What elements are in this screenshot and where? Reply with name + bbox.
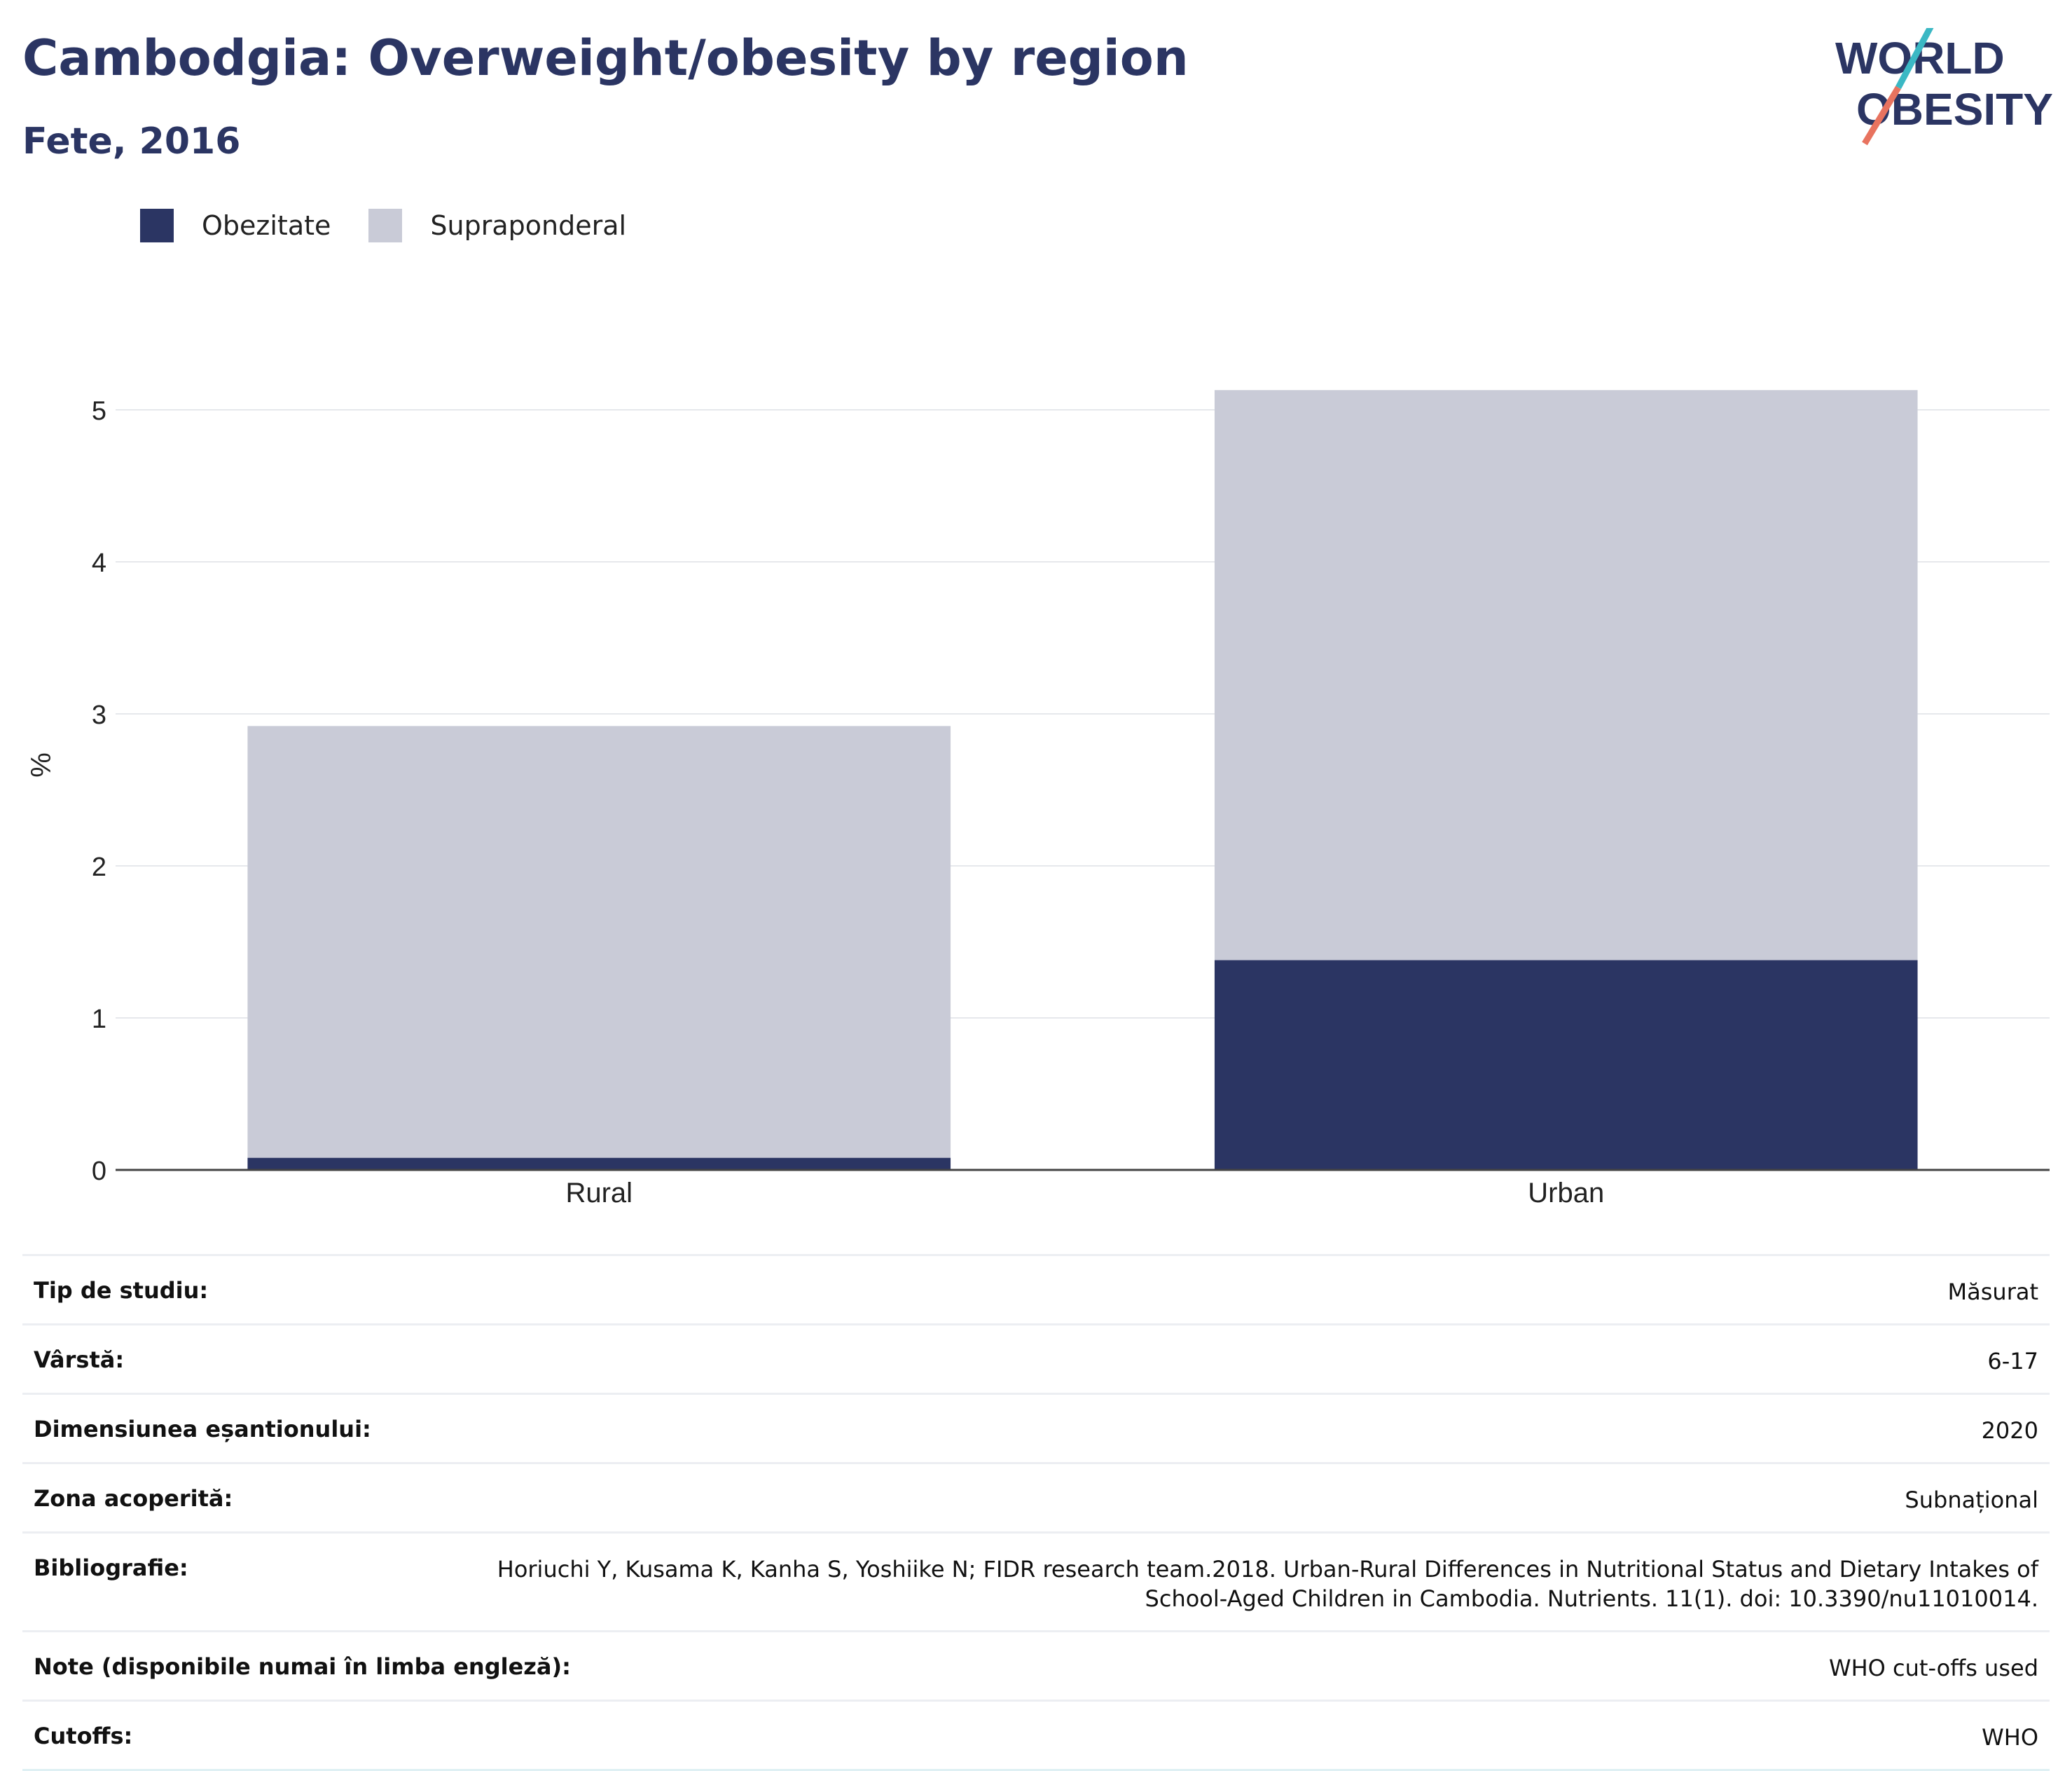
meta-value: Horiuchi Y, Kusama K, Kanha S, Yoshiike …: [497, 1556, 2038, 1612]
bar-rural-obezitate[interactable]: [247, 1157, 951, 1170]
meta-value: 6-17: [1987, 1348, 2038, 1374]
x-tick-label: Urban: [1528, 1178, 1604, 1208]
chart-subtitle: Fete, 2016: [22, 120, 241, 163]
meta-row: Zona acoperită: Subnațional: [22, 1462, 2050, 1531]
logo-line2: OBESITY: [1856, 84, 2053, 135]
legend-item-obesity[interactable]: Obezitate: [140, 209, 331, 242]
bar-rural-supraponderal[interactable]: [247, 726, 951, 1158]
study-metadata-table: Tip de studiu: Măsurat Vârstă: 6-17 Dimensiu…: [22, 1254, 2050, 1771]
bar-urban-supraponderal[interactable]: [1214, 390, 1918, 960]
y-tick-label: 4: [92, 549, 106, 578]
meta-key: Cutoffs:: [34, 1723, 133, 1749]
meta-key: Zona acoperită:: [34, 1485, 233, 1512]
bars: [116, 390, 2050, 1171]
chart-title: Cambodgia: Overweight/obesity by region: [22, 29, 1189, 87]
y-tick-labels: 0 1 2 3 4 5: [92, 397, 106, 1186]
meta-row: Bibliografie: Horiuchi Y, Kusama K, Kanha…: [22, 1531, 2050, 1630]
meta-key: Note (disponibile numai în limba engleză…: [34, 1653, 571, 1680]
y-tick-label: 0: [92, 1157, 106, 1186]
meta-value: 2020: [1981, 1417, 2038, 1444]
y-tick-label: 2: [92, 853, 106, 882]
legend-label-overweight: Supraponderal: [430, 210, 627, 241]
meta-row: Vârstă: 6-17: [22, 1323, 2050, 1393]
meta-value: WHO: [1982, 1724, 2038, 1751]
x-tick-labels: Rural Urban: [565, 1178, 1604, 1208]
logo-slash-bottom: [1862, 85, 1901, 146]
meta-key: Vârstă:: [34, 1346, 125, 1373]
legend-label-obesity: Obezitate: [202, 210, 331, 241]
y-tick-label: 1: [92, 1005, 106, 1034]
legend-swatch-overweight: [368, 209, 403, 242]
meta-key: Bibliografie:: [34, 1555, 188, 1581]
legend-swatch-obesity: [140, 209, 174, 242]
meta-key: Tip de studiu:: [34, 1277, 209, 1304]
meta-row: Tip de studiu: Măsurat: [22, 1254, 2050, 1323]
meta-value: Măsurat: [1947, 1279, 2038, 1305]
logo-slash-top: [1895, 28, 1934, 90]
world-obesity-logo: WORLD OBESITY: [1835, 28, 2053, 146]
y-tick-label: 5: [92, 397, 106, 426]
bar-chart: 0 1 2 3 4 5 Rural Urban %: [26, 390, 2050, 1208]
meta-key: Dimensiunea eșantionului:: [34, 1416, 371, 1442]
meta-value: WHO cut-offs used: [1828, 1655, 2038, 1681]
meta-row: Dimensiunea eșantionului: 2020: [22, 1393, 2050, 1462]
chart-legend: Obezitate Supraponderal: [140, 209, 664, 242]
meta-value: Subnațional: [1905, 1487, 2038, 1513]
meta-row: Note (disponibile numai în limba engleză…: [22, 1630, 2050, 1700]
y-tick-label: 3: [92, 701, 106, 730]
legend-item-overweight[interactable]: Supraponderal: [368, 209, 626, 242]
y-axis-label: %: [26, 752, 57, 778]
meta-row: Cutoffs: WHO: [22, 1700, 2050, 1771]
bar-urban-obezitate[interactable]: [1214, 960, 1918, 1170]
x-tick-label: Rural: [565, 1178, 633, 1208]
